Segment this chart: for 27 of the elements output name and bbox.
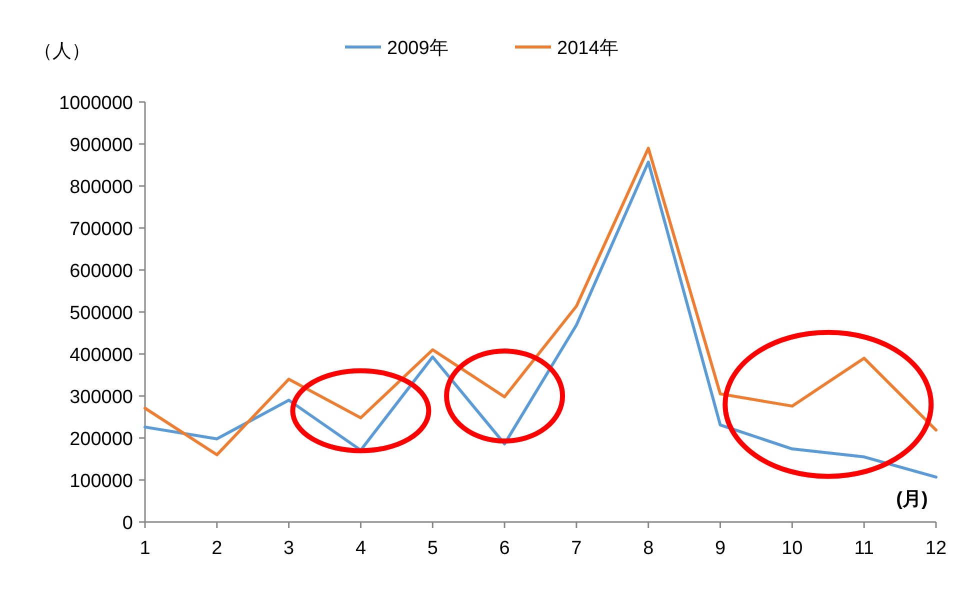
y-tick-label: 100000: [70, 471, 133, 492]
y-tick-label: 600000: [70, 261, 133, 282]
x-tick-label: 11: [854, 538, 874, 559]
y-tick-label: 1000000: [59, 93, 133, 114]
y-axis-title: （人）: [34, 41, 90, 62]
y-tick-label: 900000: [70, 135, 133, 156]
y-tick-label: 500000: [70, 303, 133, 324]
x-tick-label: 9: [714, 538, 726, 559]
x-tick-label: 3: [284, 538, 294, 559]
y-tick-label: 300000: [70, 387, 133, 408]
x-tick-label: 6: [499, 538, 510, 559]
y-tick-label: 0: [122, 513, 133, 534]
y-tick-label: 200000: [70, 429, 133, 450]
legend-label: 2014年: [557, 38, 618, 59]
x-tick-label: 10: [782, 538, 803, 559]
x-axis-title: (月): [896, 489, 928, 510]
x-tick-label: 7: [571, 538, 582, 559]
x-tick-label: 1: [140, 538, 150, 559]
y-tick-label: 800000: [70, 177, 133, 198]
y-tick-label: 700000: [70, 219, 133, 240]
y-tick-label: 400000: [70, 345, 133, 366]
x-tick-label: 12: [925, 538, 947, 559]
x-tick-label: 5: [427, 538, 438, 559]
x-tick-label: 2: [212, 538, 222, 559]
legend-label: 2009年: [387, 38, 448, 59]
x-tick-label: 8: [643, 538, 654, 559]
x-tick-label: 4: [355, 538, 366, 559]
